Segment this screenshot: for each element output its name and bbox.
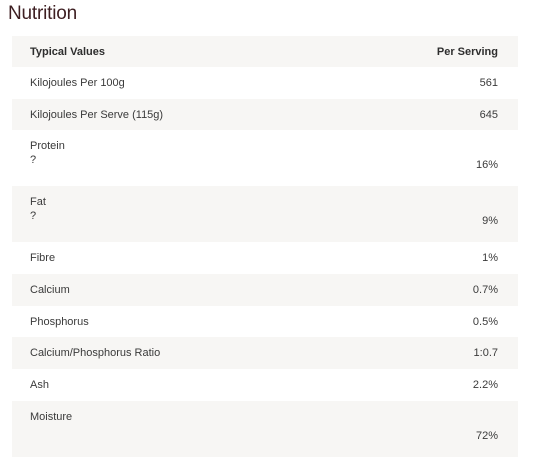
row-label: Kilojoules Per Serve (115g) <box>30 108 164 121</box>
row-label: Moisture <box>30 410 73 423</box>
row-label: Phosphorus <box>30 315 89 328</box>
row-value: 9% <box>482 215 498 228</box>
help-question-mark[interactable]: ? <box>30 154 37 167</box>
row-value: 561 <box>479 77 498 89</box>
row-value: 645 <box>479 108 498 121</box>
table-row-kilojoules-100g: Kilojoules Per 100g 561 <box>12 67 518 99</box>
row-label: Fat ? <box>30 195 46 223</box>
row-label: Fibre <box>30 252 56 265</box>
row-label: Kilojoules Per 100g <box>30 77 125 89</box>
row-value: 0.5% <box>472 315 498 328</box>
row-label: Ash <box>30 379 49 392</box>
nutrition-table: Typical Values Per Serving Kilojoules Pe… <box>12 36 518 457</box>
row-value: 72% <box>475 429 498 442</box>
table-row-protein: Protein ? 16% <box>12 130 518 186</box>
table-row-fibre: Fibre 1% <box>12 242 518 274</box>
table-row-fat: Fat ? 9% <box>12 186 518 243</box>
row-label: Calcium <box>30 284 70 297</box>
row-value: 2.2% <box>472 379 498 392</box>
table-header: Typical Values Per Serving <box>12 36 518 67</box>
row-value: 1:0.7 <box>473 347 498 360</box>
row-label-text: Protein <box>30 140 65 153</box>
header-per-serving: Per Serving <box>436 46 498 58</box>
table-row-calcium-phosphorus-ratio: Calcium/Phosphorus Ratio 1:0.7 <box>12 337 518 370</box>
table-row-phosphorus: Phosphorus 0.5% <box>12 306 518 338</box>
row-label: Calcium/Phosphorus Ratio <box>30 347 161 360</box>
row-label: Protein ? <box>30 139 65 167</box>
table-row-moisture: Moisture 72% <box>12 400 518 457</box>
table-row-ash: Ash 2.2% <box>12 369 518 401</box>
table-row-calcium: Calcium 0.7% <box>12 274 518 306</box>
row-value: 0.7% <box>472 284 498 297</box>
header-typical-values: Typical Values <box>30 46 106 58</box>
help-question-mark[interactable]: ? <box>30 210 37 223</box>
row-label-text: Fat <box>30 196 46 209</box>
section-title: Nutrition <box>8 3 77 24</box>
row-value: 1% <box>482 252 498 265</box>
table-row-kilojoules-serve: Kilojoules Per Serve (115g) 645 <box>12 98 518 131</box>
row-value: 16% <box>475 159 498 172</box>
